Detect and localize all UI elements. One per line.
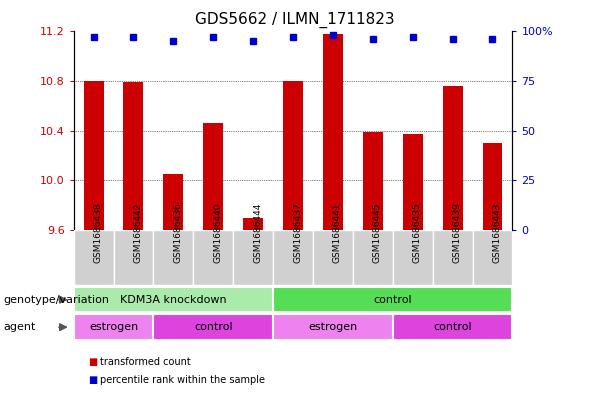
Bar <box>273 230 313 285</box>
Bar <box>203 123 223 230</box>
Text: GSM1686435: GSM1686435 <box>413 202 422 263</box>
Bar <box>114 230 153 285</box>
Bar <box>153 230 193 285</box>
Text: ■: ■ <box>88 357 98 367</box>
Text: GSM1686437: GSM1686437 <box>293 202 302 263</box>
Text: GSM1686440: GSM1686440 <box>213 202 222 263</box>
Bar <box>74 314 153 340</box>
Text: transformed count: transformed count <box>100 357 191 367</box>
Bar <box>353 230 393 285</box>
Bar <box>273 314 393 340</box>
Text: GSM1686436: GSM1686436 <box>173 202 183 263</box>
Bar <box>442 86 462 230</box>
Text: GSM1686444: GSM1686444 <box>253 202 262 263</box>
Bar <box>313 230 353 285</box>
Bar <box>393 230 433 285</box>
Text: control: control <box>373 295 412 305</box>
Bar <box>323 34 343 230</box>
Text: control: control <box>194 322 233 332</box>
Bar <box>84 81 104 230</box>
Text: GSM1686443: GSM1686443 <box>492 202 501 263</box>
Bar <box>433 230 472 285</box>
Bar <box>193 230 233 285</box>
Bar <box>163 174 183 230</box>
Bar <box>153 314 273 340</box>
Text: GSM1686439: GSM1686439 <box>452 202 462 263</box>
Bar <box>403 134 423 230</box>
Text: GSM1686445: GSM1686445 <box>373 202 382 263</box>
Text: percentile rank within the sample: percentile rank within the sample <box>100 375 265 385</box>
Text: ■: ■ <box>88 375 98 385</box>
Bar <box>273 287 512 312</box>
Bar <box>233 230 273 285</box>
Bar <box>243 217 263 230</box>
Bar <box>472 230 512 285</box>
Text: GSM1686441: GSM1686441 <box>333 202 342 263</box>
Text: estrogen: estrogen <box>308 322 358 332</box>
Text: GSM1686438: GSM1686438 <box>94 202 102 263</box>
Text: GSM1686442: GSM1686442 <box>134 202 143 263</box>
Text: estrogen: estrogen <box>89 322 138 332</box>
Bar <box>74 230 114 285</box>
Text: control: control <box>434 322 472 332</box>
Text: GDS5662 / ILMN_1711823: GDS5662 / ILMN_1711823 <box>195 12 394 28</box>
Text: agent: agent <box>3 322 35 332</box>
Bar <box>124 82 144 230</box>
Bar <box>363 132 383 230</box>
Bar <box>283 81 303 230</box>
Text: KDM3A knockdown: KDM3A knockdown <box>120 295 227 305</box>
Bar <box>74 287 273 312</box>
Bar <box>482 143 502 230</box>
Text: genotype/variation: genotype/variation <box>3 295 109 305</box>
Bar <box>393 314 512 340</box>
